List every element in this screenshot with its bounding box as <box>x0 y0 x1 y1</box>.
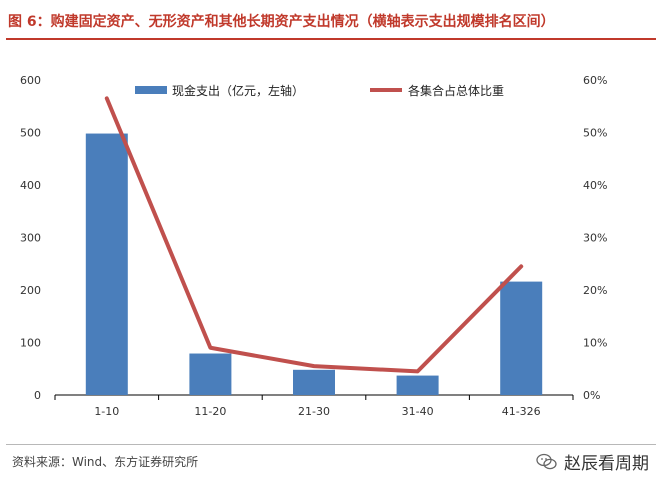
x-tick-label: 11-20 <box>194 405 226 418</box>
legend-line-label: 各集合占总体比重 <box>408 83 504 98</box>
bar <box>189 353 232 395</box>
legend-bar-swatch <box>135 86 167 94</box>
bar <box>85 133 128 396</box>
left-tick-label: 300 <box>20 232 41 245</box>
right-tick-label: 30% <box>583 232 607 245</box>
title-divider <box>6 38 656 40</box>
right-tick-label: 50% <box>583 127 607 140</box>
bar-series <box>85 133 543 396</box>
right-tick-label: 0% <box>583 389 600 402</box>
watermark-text: 赵辰看周期 <box>564 454 649 474</box>
left-axis: 0 100 200 300 400 500 600 <box>20 74 41 402</box>
left-tick-label: 100 <box>20 337 41 350</box>
right-axis: 0% 10% 20% 30% 40% 50% 60% <box>583 74 607 402</box>
bar <box>396 375 439 395</box>
right-tick-label: 20% <box>583 284 607 297</box>
right-tick-label: 60% <box>583 74 607 87</box>
legend-bar-label: 现金支出（亿元，左轴） <box>172 83 304 98</box>
footer-divider <box>6 444 656 445</box>
x-tick-label: 1-10 <box>94 405 119 418</box>
bar <box>500 281 543 395</box>
source-note: 资料来源：Wind、东方证券研究所 <box>12 455 199 469</box>
x-tick-label: 41-326 <box>502 405 541 418</box>
left-tick-label: 500 <box>20 127 41 140</box>
x-tick-label: 21-30 <box>298 405 330 418</box>
legend: 现金支出（亿元，左轴） 各集合占总体比重 <box>135 83 504 98</box>
left-tick-label: 0 <box>34 389 41 402</box>
chart-title: 图 6：购建固定资产、无形资产和其他长期资产支出情况（横轴表示支出规模排名区间） <box>8 14 555 30</box>
left-tick-label: 200 <box>20 284 41 297</box>
right-tick-label: 40% <box>583 179 607 192</box>
x-tick-label: 31-40 <box>402 405 434 418</box>
line-series <box>104 96 524 374</box>
x-axis: 1-10 11-20 21-30 31-40 41-326 <box>54 394 574 418</box>
combo-chart: 0 100 200 300 400 500 600 0% 10% 20% 30% 40% 50% 60%… <box>20 74 607 418</box>
right-tick-label: 10% <box>583 337 607 350</box>
left-tick-label: 600 <box>20 74 41 87</box>
watermark: 赵辰看周期 <box>536 449 649 474</box>
ratio-line <box>104 96 524 374</box>
chart-area: 0 100 200 300 400 500 600 0% 10% 20% 30% 40% 50% 60%… <box>0 40 665 440</box>
wechat-icon <box>536 453 557 469</box>
bar <box>293 369 335 395</box>
left-tick-label: 400 <box>20 179 41 192</box>
